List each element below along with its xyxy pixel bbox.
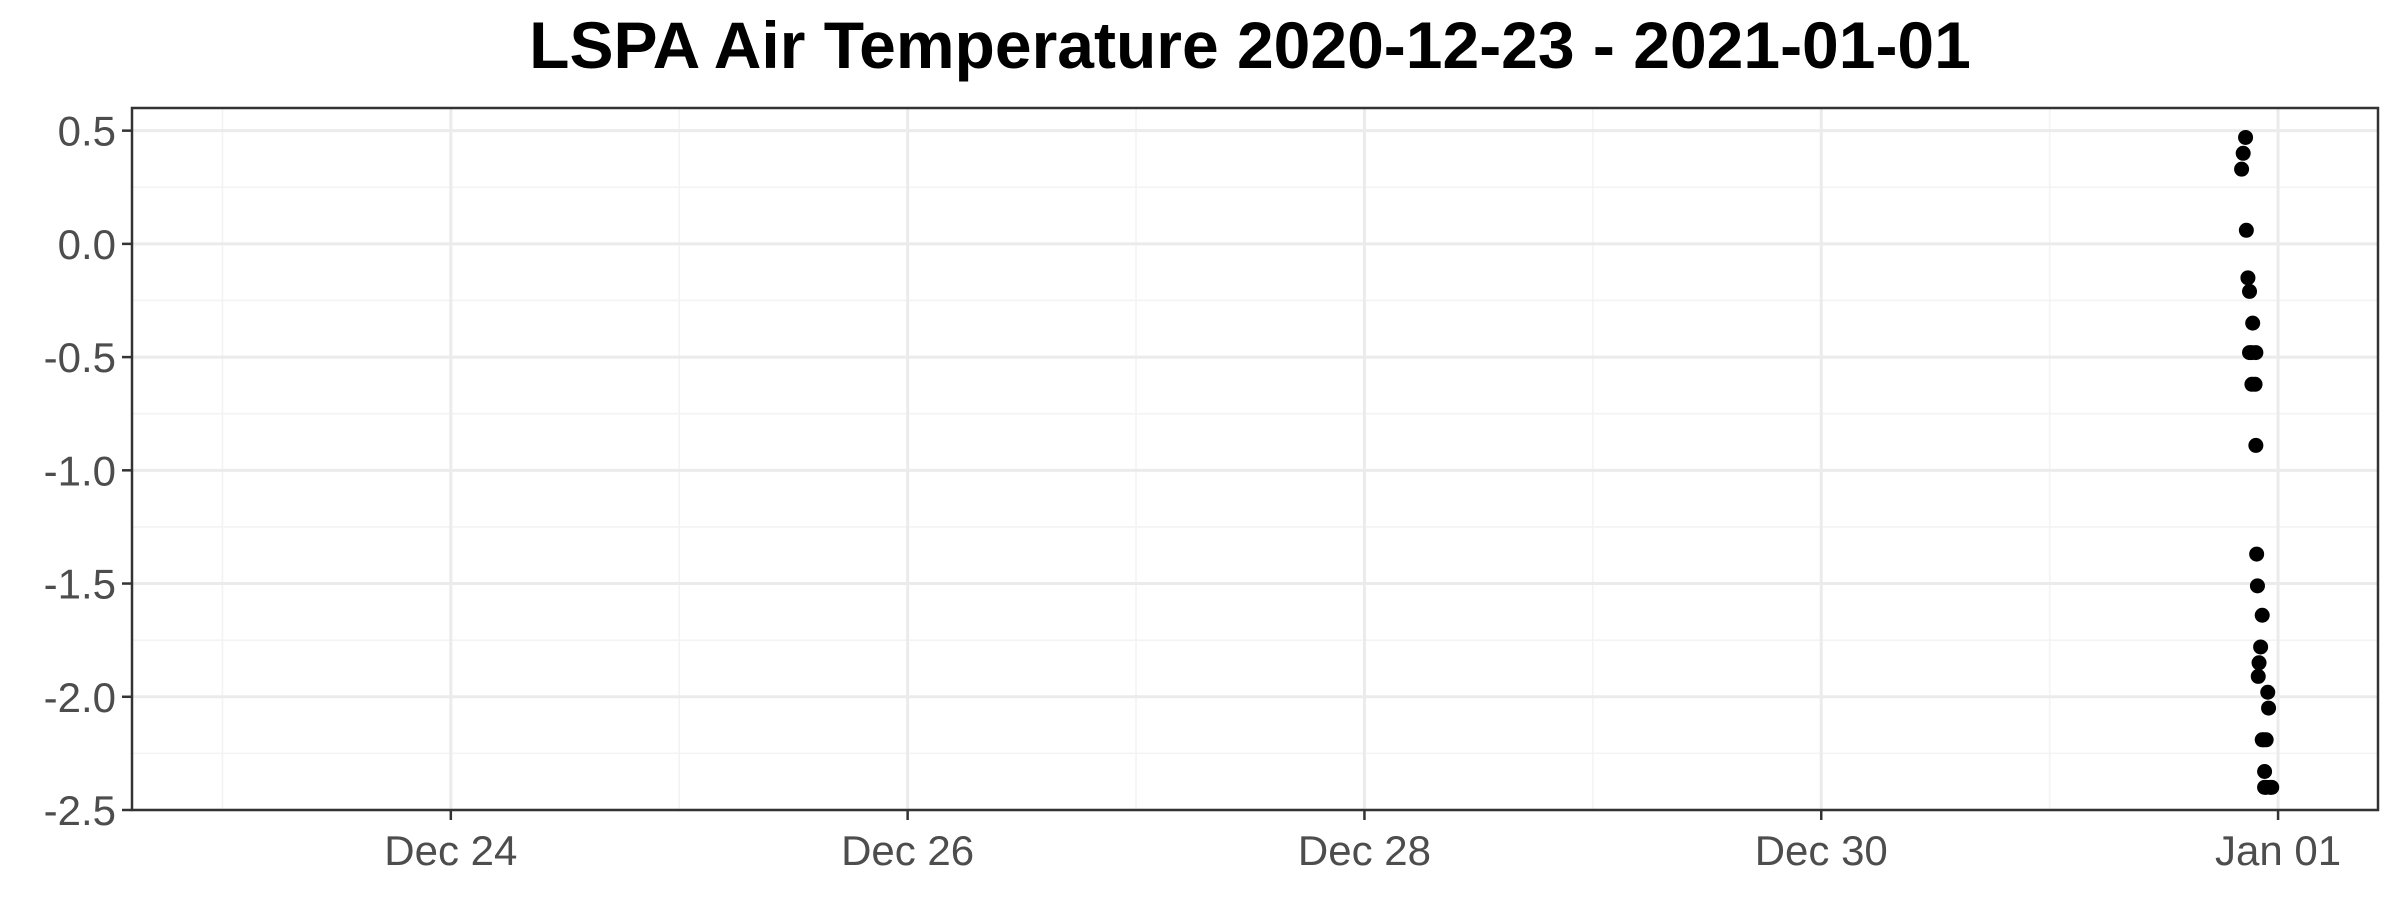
y-tick-label: 0.5 — [58, 108, 116, 155]
data-point — [2235, 145, 2251, 161]
data-point — [2238, 222, 2254, 238]
data-point — [2234, 161, 2250, 177]
data-point — [2258, 732, 2274, 748]
y-tick-label: -2.5 — [44, 787, 116, 834]
data-point — [2248, 345, 2264, 361]
data-point — [2238, 129, 2254, 145]
data-point — [2247, 376, 2263, 392]
data-point — [2250, 668, 2266, 684]
y-tick-label: -1.5 — [44, 561, 116, 608]
data-point — [2254, 607, 2270, 623]
data-point — [2245, 315, 2261, 331]
data-point — [2253, 639, 2269, 655]
data-point — [2264, 779, 2280, 795]
data-point — [2249, 546, 2265, 562]
x-tick-label: Dec 30 — [1755, 827, 1888, 874]
y-tick-label: 0.0 — [58, 221, 116, 268]
y-tick-label: -1.0 — [44, 447, 116, 494]
x-tick-label: Dec 24 — [384, 827, 517, 874]
data-point — [2261, 700, 2277, 716]
chart-title: LSPA Air Temperature 2020-12-23 - 2021-0… — [529, 8, 1971, 82]
data-points — [2234, 129, 2280, 795]
data-point — [2240, 270, 2256, 286]
x-tick-label: Dec 26 — [841, 827, 974, 874]
data-point — [2257, 764, 2273, 780]
y-tick-label: -2.0 — [44, 674, 116, 721]
data-point — [2260, 684, 2276, 700]
data-point — [2242, 283, 2258, 299]
plot-border — [130, 106, 2380, 812]
data-point — [2248, 437, 2264, 453]
data-point — [2251, 655, 2267, 671]
y-tick-label: -0.5 — [44, 334, 116, 381]
axes: Dec 24 Dec 26 Dec 28 Dec 30 Jan 01 0.5 0.0 -0.5… — [44, 108, 2342, 874]
data-point — [2249, 578, 2265, 594]
x-tick-label: Jan 01 — [2215, 827, 2341, 874]
x-tick-label: Dec 28 — [1298, 827, 1431, 874]
plot-panel — [132, 108, 2378, 810]
